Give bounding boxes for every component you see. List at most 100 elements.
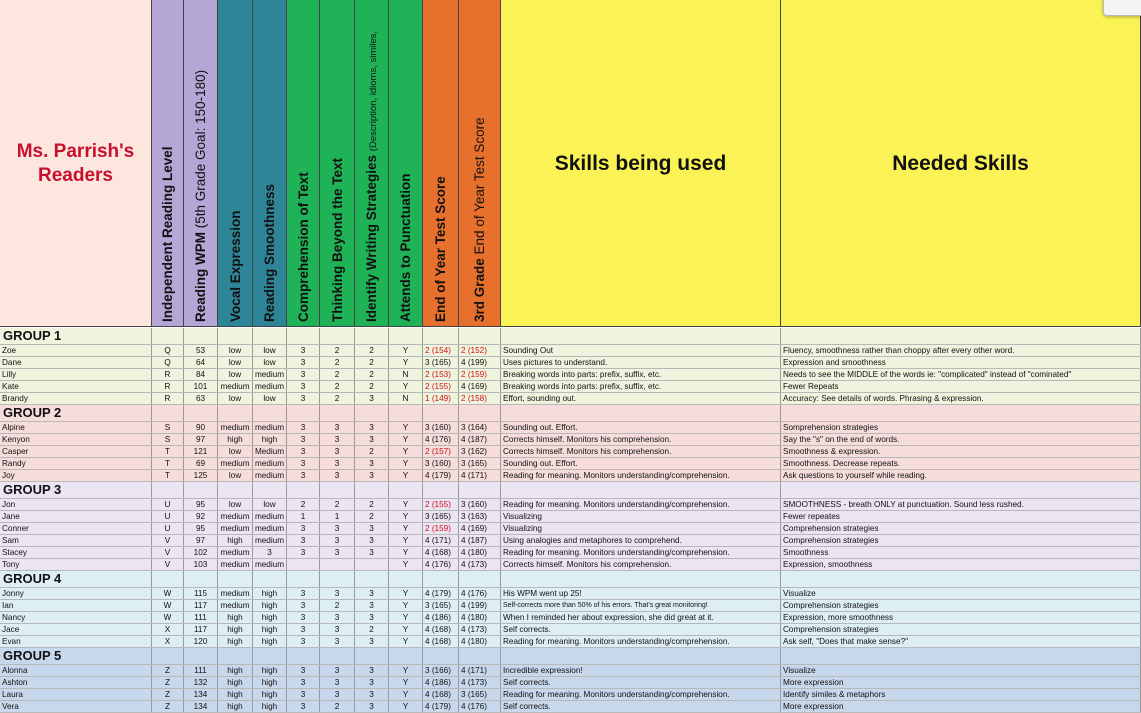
cell-punct[interactable]: Y	[389, 357, 423, 368]
cell-eoy[interactable]: 4 (186)	[423, 677, 459, 688]
cell-name[interactable]: Brandy	[0, 393, 152, 404]
cell-skills[interactable]: Self corrects.	[501, 701, 781, 712]
cell-think[interactable]: 1	[320, 511, 355, 522]
cell-name[interactable]: Jace	[0, 624, 152, 635]
cell-g3[interactable]: 4 (187)	[459, 535, 501, 546]
cell-vocal[interactable]: low	[218, 499, 253, 510]
cell-name[interactable]: Zoe	[0, 345, 152, 356]
cell-wpm[interactable]: 111	[184, 612, 218, 623]
cell-vocal[interactable]: medium	[218, 559, 253, 570]
cell-wpm[interactable]: 64	[184, 357, 218, 368]
cell-punct[interactable]: Y	[389, 470, 423, 481]
student-row[interactable]: Stacey V 102 medium 3 3 3 3 Y 4 (168) 4 (180) Readi…	[0, 547, 1141, 559]
cell-skills[interactable]: Corrects himself. Monitors his comprehen…	[501, 434, 781, 445]
cell-smooth[interactable]: medium	[253, 422, 287, 433]
cell-level[interactable]: Z	[152, 677, 184, 688]
cell-wpm[interactable]: 97	[184, 535, 218, 546]
cell-comp[interactable]: 1	[287, 511, 320, 522]
cell-g3[interactable]: 4 (180)	[459, 612, 501, 623]
cell-level[interactable]: T	[152, 470, 184, 481]
cell-g3[interactable]: 3 (165)	[459, 458, 501, 469]
cell-level[interactable]: Q	[152, 345, 184, 356]
cell-wpm[interactable]: 92	[184, 511, 218, 522]
cell-ident[interactable]: 3	[355, 636, 389, 647]
cell-ident[interactable]: 3	[355, 665, 389, 676]
cell-smooth[interactable]: high	[253, 689, 287, 700]
cell-needed[interactable]: Accuracy: See details of words. Phrasing…	[781, 393, 1141, 404]
cell-punct[interactable]: Y	[389, 434, 423, 445]
cell-eoy[interactable]: 4 (176)	[423, 434, 459, 445]
cell-smooth[interactable]: high	[253, 588, 287, 599]
cell-eoy[interactable]: 4 (171)	[423, 535, 459, 546]
cell-think[interactable]: 2	[320, 369, 355, 380]
student-row[interactable]: Dane Q 64 low low 3 2 2 Y 3 (165) 4 (199) Uses pict…	[0, 357, 1141, 369]
cell-vocal[interactable]: high	[218, 689, 253, 700]
cell-punct[interactable]: Y	[389, 689, 423, 700]
cell-wpm[interactable]: 132	[184, 677, 218, 688]
cell-skills[interactable]: Breaking words into parts: prefix, suffi…	[501, 381, 781, 392]
cell-think[interactable]: 3	[320, 422, 355, 433]
cell-eoy[interactable]: 3 (165)	[423, 511, 459, 522]
cell-punct[interactable]: Y	[389, 381, 423, 392]
cell-smooth[interactable]: medium	[253, 381, 287, 392]
cell-wpm[interactable]: 111	[184, 665, 218, 676]
cell-skills[interactable]: Self corrects.	[501, 624, 781, 635]
cell-smooth[interactable]: 3	[253, 547, 287, 558]
cell-think[interactable]: 3	[320, 612, 355, 623]
cell-level[interactable]: V	[152, 547, 184, 558]
cell-level[interactable]: W	[152, 612, 184, 623]
cell-level[interactable]: R	[152, 381, 184, 392]
cell-wpm[interactable]: 117	[184, 600, 218, 611]
cell-punct[interactable]: Y	[389, 345, 423, 356]
cell-skills[interactable]: Sounding out. Effort.	[501, 458, 781, 469]
cell-g3[interactable]: 4 (173)	[459, 559, 501, 570]
cell-skills[interactable]: Incredible expression!	[501, 665, 781, 676]
cell-skills[interactable]: Sounding Out	[501, 345, 781, 356]
cell-punct[interactable]: N	[389, 369, 423, 380]
cell-level[interactable]: U	[152, 499, 184, 510]
cell-needed[interactable]: Somprehension strategies	[781, 422, 1141, 433]
cell-wpm[interactable]: 117	[184, 624, 218, 635]
cell-name[interactable]: Jonny	[0, 588, 152, 599]
cell-level[interactable]: T	[152, 458, 184, 469]
student-row[interactable]: Alonna Z 111 high high 3 3 3 Y 3 (166) 4 (171) Incr…	[0, 665, 1141, 677]
cell-wpm[interactable]: 95	[184, 523, 218, 534]
cell-comp[interactable]: 3	[287, 393, 320, 404]
cell-skills[interactable]: Reading for meaning. Monitors understand…	[501, 470, 781, 481]
cell-wpm[interactable]: 97	[184, 434, 218, 445]
cell-wpm[interactable]: 90	[184, 422, 218, 433]
cell-needed[interactable]: Smoothness & expression.	[781, 446, 1141, 457]
cell-g3[interactable]: 4 (176)	[459, 701, 501, 712]
cell-g3[interactable]: 3 (164)	[459, 422, 501, 433]
cell-ident[interactable]: 3	[355, 434, 389, 445]
cell-g3[interactable]: 4 (187)	[459, 434, 501, 445]
cell-skills[interactable]: Breaking words into parts: prefix, suffi…	[501, 369, 781, 380]
cell-comp[interactable]: 3	[287, 458, 320, 469]
cell-ident[interactable]: 3	[355, 535, 389, 546]
student-row[interactable]: Laura Z 134 high high 3 3 3 Y 4 (168) 3 (165) Readi…	[0, 689, 1141, 701]
cell-needed[interactable]: Comprehension strategies	[781, 600, 1141, 611]
cell-punct[interactable]: Y	[389, 677, 423, 688]
cell-smooth[interactable]: low	[253, 345, 287, 356]
cell-name[interactable]: Casper	[0, 446, 152, 457]
cell-comp[interactable]: 3	[287, 470, 320, 481]
cell-name[interactable]: Jon	[0, 499, 152, 510]
cell-smooth[interactable]: high	[253, 636, 287, 647]
cell-think[interactable]: 3	[320, 689, 355, 700]
cell-needed[interactable]: Ask self, "Does that make sense?"	[781, 636, 1141, 647]
cell-ident[interactable]: 3	[355, 600, 389, 611]
cell-skills[interactable]: Reading for meaning. Monitors understand…	[501, 547, 781, 558]
cell-think[interactable]: 2	[320, 357, 355, 368]
cell-g3[interactable]: 2 (159)	[459, 369, 501, 380]
cell-smooth[interactable]: low	[253, 357, 287, 368]
cell-level[interactable]: T	[152, 446, 184, 457]
cell-name[interactable]: Stacey	[0, 547, 152, 558]
cell-think[interactable]: 3	[320, 446, 355, 457]
cell-skills[interactable]: Corrects himself. Monitors his comprehen…	[501, 446, 781, 457]
cell-punct[interactable]: Y	[389, 446, 423, 457]
cell-level[interactable]: Z	[152, 701, 184, 712]
cell-g3[interactable]: 2 (158)	[459, 393, 501, 404]
cell-level[interactable]: U	[152, 511, 184, 522]
cell-punct[interactable]: Y	[389, 665, 423, 676]
cell-wpm[interactable]: 121	[184, 446, 218, 457]
